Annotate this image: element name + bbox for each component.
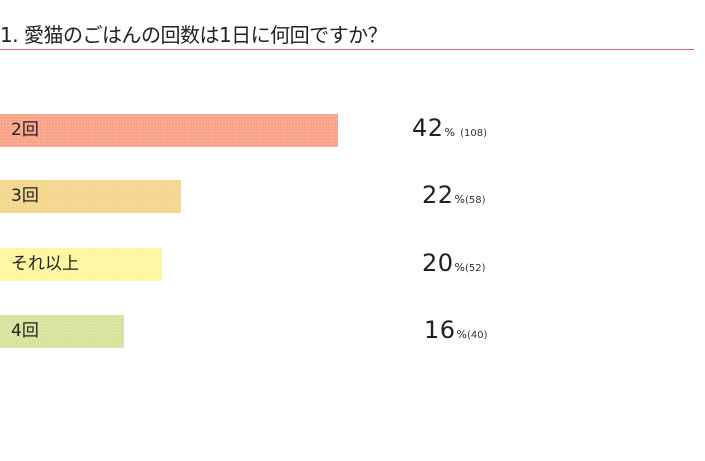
- percent-sign: %: [454, 193, 465, 206]
- value-2kai: 42% (108): [412, 114, 487, 142]
- count-value: (52): [465, 263, 486, 274]
- value-3kai: 22%(58): [422, 181, 486, 209]
- bar-2kai: 2回: [0, 114, 338, 147]
- percent-value: 22: [422, 181, 454, 209]
- bar-4kai: 4回: [0, 315, 124, 348]
- title-underline: [0, 49, 694, 50]
- count-value: (58): [465, 195, 486, 206]
- percent-sign: %: [444, 126, 455, 139]
- percent-sign: %: [454, 261, 465, 274]
- bar-label: 4回: [11, 321, 39, 341]
- value-4kai: 16%(40): [424, 316, 488, 344]
- bar-label: それ以上: [11, 254, 79, 274]
- percent-value: 20: [422, 249, 454, 277]
- chart-title: 1. 愛猫のごはんの回数は1日に何回ですか？: [0, 23, 388, 47]
- bar-sore-ijou: それ以上: [0, 248, 162, 281]
- percent-value: 42: [412, 114, 444, 142]
- percent-sign: %: [456, 328, 467, 341]
- bar-label: 3回: [11, 186, 39, 206]
- count-value: (40): [467, 330, 488, 341]
- bar-3kai: 3回: [0, 180, 181, 213]
- value-sore-ijou: 20%(52): [422, 249, 486, 277]
- count-value: (108): [460, 128, 487, 139]
- percent-value: 16: [424, 316, 456, 344]
- bar-label: 2回: [11, 120, 39, 140]
